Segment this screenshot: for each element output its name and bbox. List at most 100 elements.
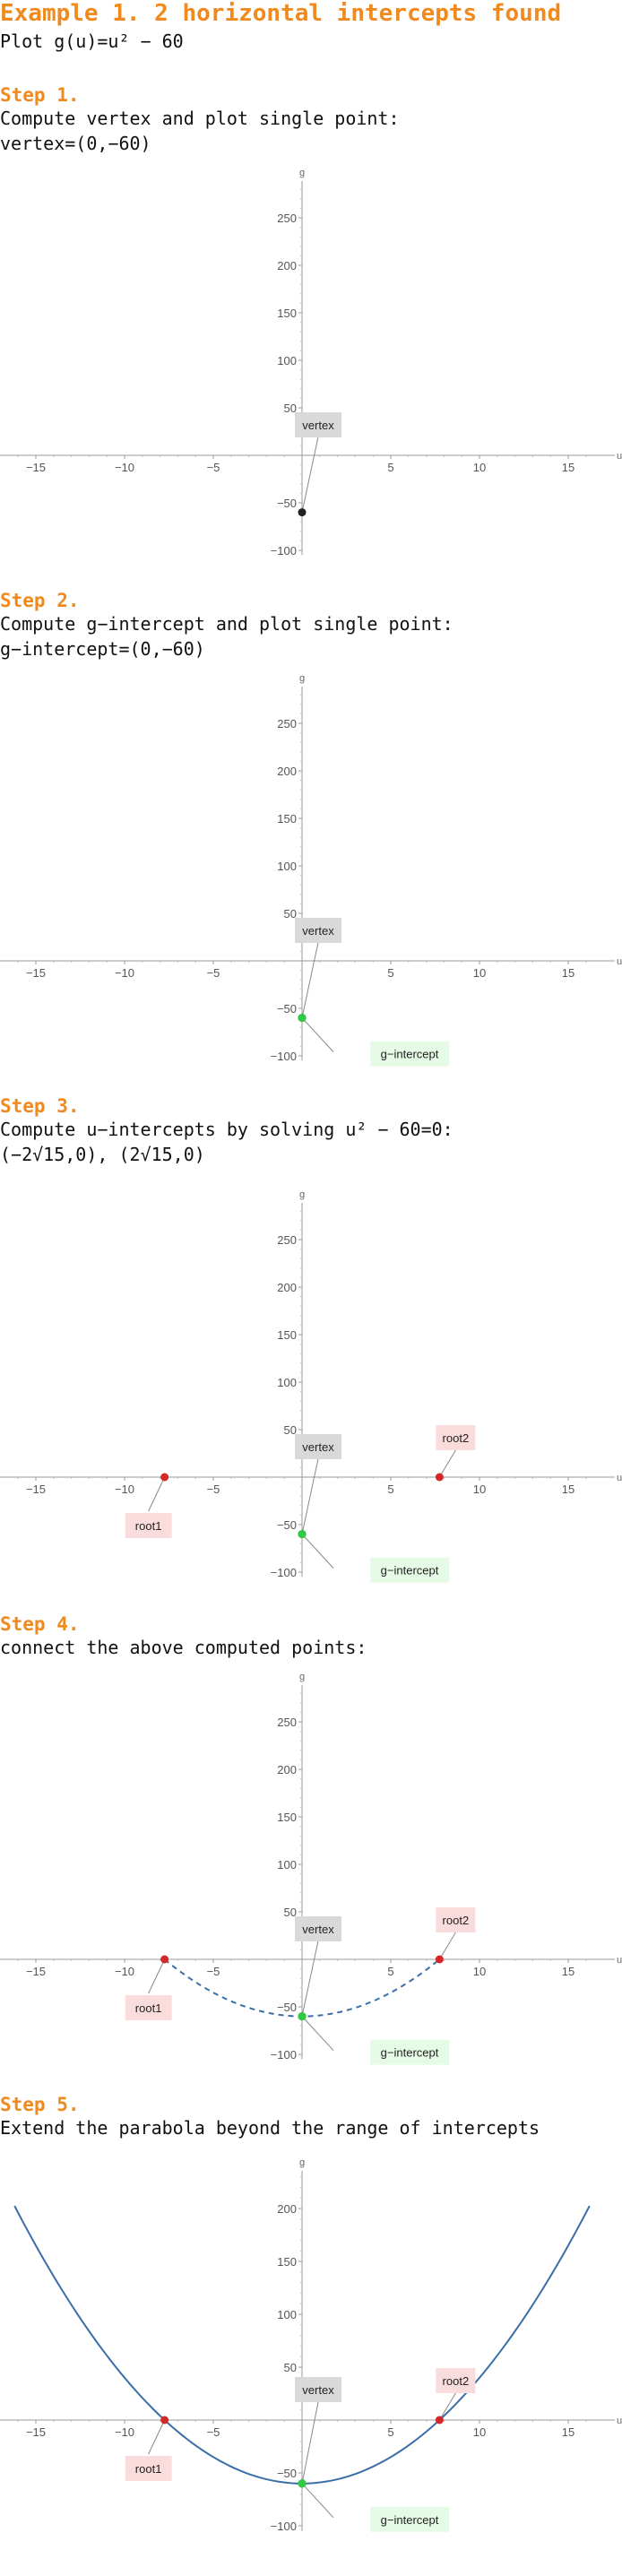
x-tick-label: 15 — [562, 2425, 574, 2439]
step-text: (−2√15,0), (2√15,0) — [0, 1144, 205, 1165]
u-axis-label: u — [617, 2416, 622, 2426]
root-point — [160, 1955, 169, 1964]
step-text: Compute vertex and plot single point: — [0, 108, 400, 129]
x-tick-label: −10 — [115, 1965, 134, 1978]
vertex-leader — [301, 1932, 321, 2017]
root2-leader — [438, 1449, 456, 1478]
chart-step-3: u g −15 −10 −5 5 10 15 −100 −50 50 100 150 200 250 vert… — [0, 1189, 622, 1583]
x-tick-label: 10 — [473, 966, 486, 980]
vertex-label-box — [295, 412, 341, 437]
y-tick-label: 100 — [277, 354, 297, 367]
g-intercept-point — [298, 2012, 307, 2021]
root2-label-box — [436, 1425, 476, 1450]
page-title: Example 1. 2 horizontal intercepts found — [0, 0, 562, 27]
g-intercept-point — [298, 2479, 307, 2488]
root-point — [160, 2416, 169, 2425]
g-axis-label: g — [299, 1672, 305, 1682]
y-tick-label: 50 — [284, 402, 297, 415]
g-intercept-label: g−intercept — [381, 1048, 439, 1061]
y-tick-label: −50 — [277, 1002, 297, 1016]
axes: u g −15 −10 −5 5 10 15 −100 −50 50 100 150 200 250 — [0, 168, 622, 558]
y-tick-label: 250 — [277, 717, 297, 730]
step-3: Step 3. Compute u−intercepts by solving … — [0, 1095, 622, 1169]
root1-label: root1 — [135, 2462, 162, 2476]
chart-step-4: u g −15 −10 −5 5 10 15 −100 −50 50 100 150 200 250 vert… — [0, 1672, 622, 2065]
x-tick-label: −10 — [115, 966, 134, 980]
axes: u g −15 −10 −5 5 10 15 −100 −50 50 100 150 200 250 — [0, 1672, 622, 2062]
vertex-leader — [301, 1449, 321, 1534]
root1-leader — [148, 2419, 166, 2455]
y-tick-label: 150 — [277, 307, 297, 320]
root2-leader — [438, 2392, 456, 2421]
step-heading: Step 5. — [0, 2094, 80, 2115]
g-intercept-leader — [301, 1017, 334, 1052]
root1-label-box — [125, 2456, 172, 2481]
u-axis-label: u — [617, 1473, 622, 1483]
vertex-label-box — [295, 918, 341, 943]
x-tick-label: 10 — [473, 461, 486, 474]
x-tick-label: −10 — [115, 1482, 134, 1496]
step-text: Compute u−intercepts by solving u² − 60=… — [0, 1119, 454, 1140]
y-tick-label: −100 — [271, 544, 297, 558]
vertex-label: vertex — [302, 924, 334, 938]
x-tick-label: 5 — [387, 966, 393, 980]
vertex-label-box — [295, 1916, 341, 1941]
chart-step-1: u g −15 −10 −5 5 10 15 −100 −50 50 100 150 200 250 vert… — [0, 168, 622, 558]
x-tick-label: −5 — [207, 966, 220, 980]
root-point — [435, 2416, 444, 2425]
x-tick-label: 5 — [387, 461, 393, 474]
g-intercept-leader — [301, 2016, 334, 2051]
axes: u g −15 −10 −5 5 10 15 −100 −50 50 100 150 200 250 — [0, 673, 622, 1063]
x-tick-label: 5 — [387, 1965, 393, 1978]
vertex-label: vertex — [302, 419, 334, 432]
g-intercept-label-box — [370, 1041, 449, 1067]
y-tick-label: −100 — [271, 2048, 297, 2062]
y-tick-label: −50 — [277, 497, 297, 510]
vertex-label: vertex — [302, 1923, 334, 1936]
x-tick-label: 15 — [562, 461, 574, 474]
y-tick-label: −50 — [277, 2001, 297, 2014]
y-tick-label: −100 — [271, 2520, 297, 2533]
x-tick-label: 15 — [562, 1482, 574, 1496]
root1-label: root1 — [135, 2001, 162, 2015]
x-tick-label: −5 — [207, 2425, 220, 2439]
step-text: Extend the parabola beyond the range of … — [0, 2117, 540, 2139]
step-1: Step 1. Compute vertex and plot single p… — [0, 84, 622, 158]
root1-label-box — [125, 1995, 172, 2020]
y-tick-label: 50 — [284, 1423, 297, 1437]
x-tick-label: −15 — [26, 966, 46, 980]
vertex-leader — [301, 428, 321, 513]
y-tick-label: 150 — [277, 1811, 297, 1824]
y-tick-label: 250 — [277, 1233, 297, 1247]
axes: u g −15 −10 −5 5 10 15 −100 −50 50 100 150 200 — [0, 2157, 622, 2533]
root2-label: root2 — [443, 1431, 470, 1445]
g-intercept-leader — [301, 2483, 334, 2519]
step-4: Step 4. connect the above computed point… — [0, 1613, 622, 1662]
y-tick-label: 150 — [277, 2255, 297, 2269]
step-text: g−intercept=(0,−60) — [0, 638, 205, 660]
y-tick-label: 150 — [277, 1328, 297, 1342]
x-tick-label: −15 — [26, 1965, 46, 1978]
step-heading: Step 3. — [0, 1095, 80, 1117]
x-tick-label: −10 — [115, 461, 134, 474]
y-tick-label: 150 — [277, 812, 297, 826]
y-tick-label: 50 — [284, 2361, 297, 2374]
g-axis-label: g — [299, 1189, 305, 1200]
y-tick-label: −100 — [271, 1050, 297, 1063]
y-tick-label: 200 — [277, 1281, 297, 1294]
y-tick-label: 100 — [277, 1858, 297, 1871]
y-tick-label: 50 — [284, 907, 297, 921]
x-tick-label: −10 — [115, 2425, 134, 2439]
chart-step-5: u g −15 −10 −5 5 10 15 −100 −50 50 100 150 200 vertex g… — [0, 2157, 622, 2533]
x-tick-label: 5 — [387, 2425, 393, 2439]
g-axis-label: g — [299, 673, 305, 684]
vertex-label-box — [295, 1434, 341, 1459]
y-tick-label: −50 — [277, 1518, 297, 1532]
y-tick-label: −50 — [277, 2467, 297, 2480]
root-point — [435, 1955, 444, 1964]
root2-label-box — [436, 2368, 476, 2393]
step-text: Compute g−intercept and plot single poin… — [0, 613, 454, 635]
g-axis-label: g — [299, 168, 305, 178]
root2-label: root2 — [443, 1914, 470, 1927]
y-tick-label: −100 — [271, 1566, 297, 1579]
